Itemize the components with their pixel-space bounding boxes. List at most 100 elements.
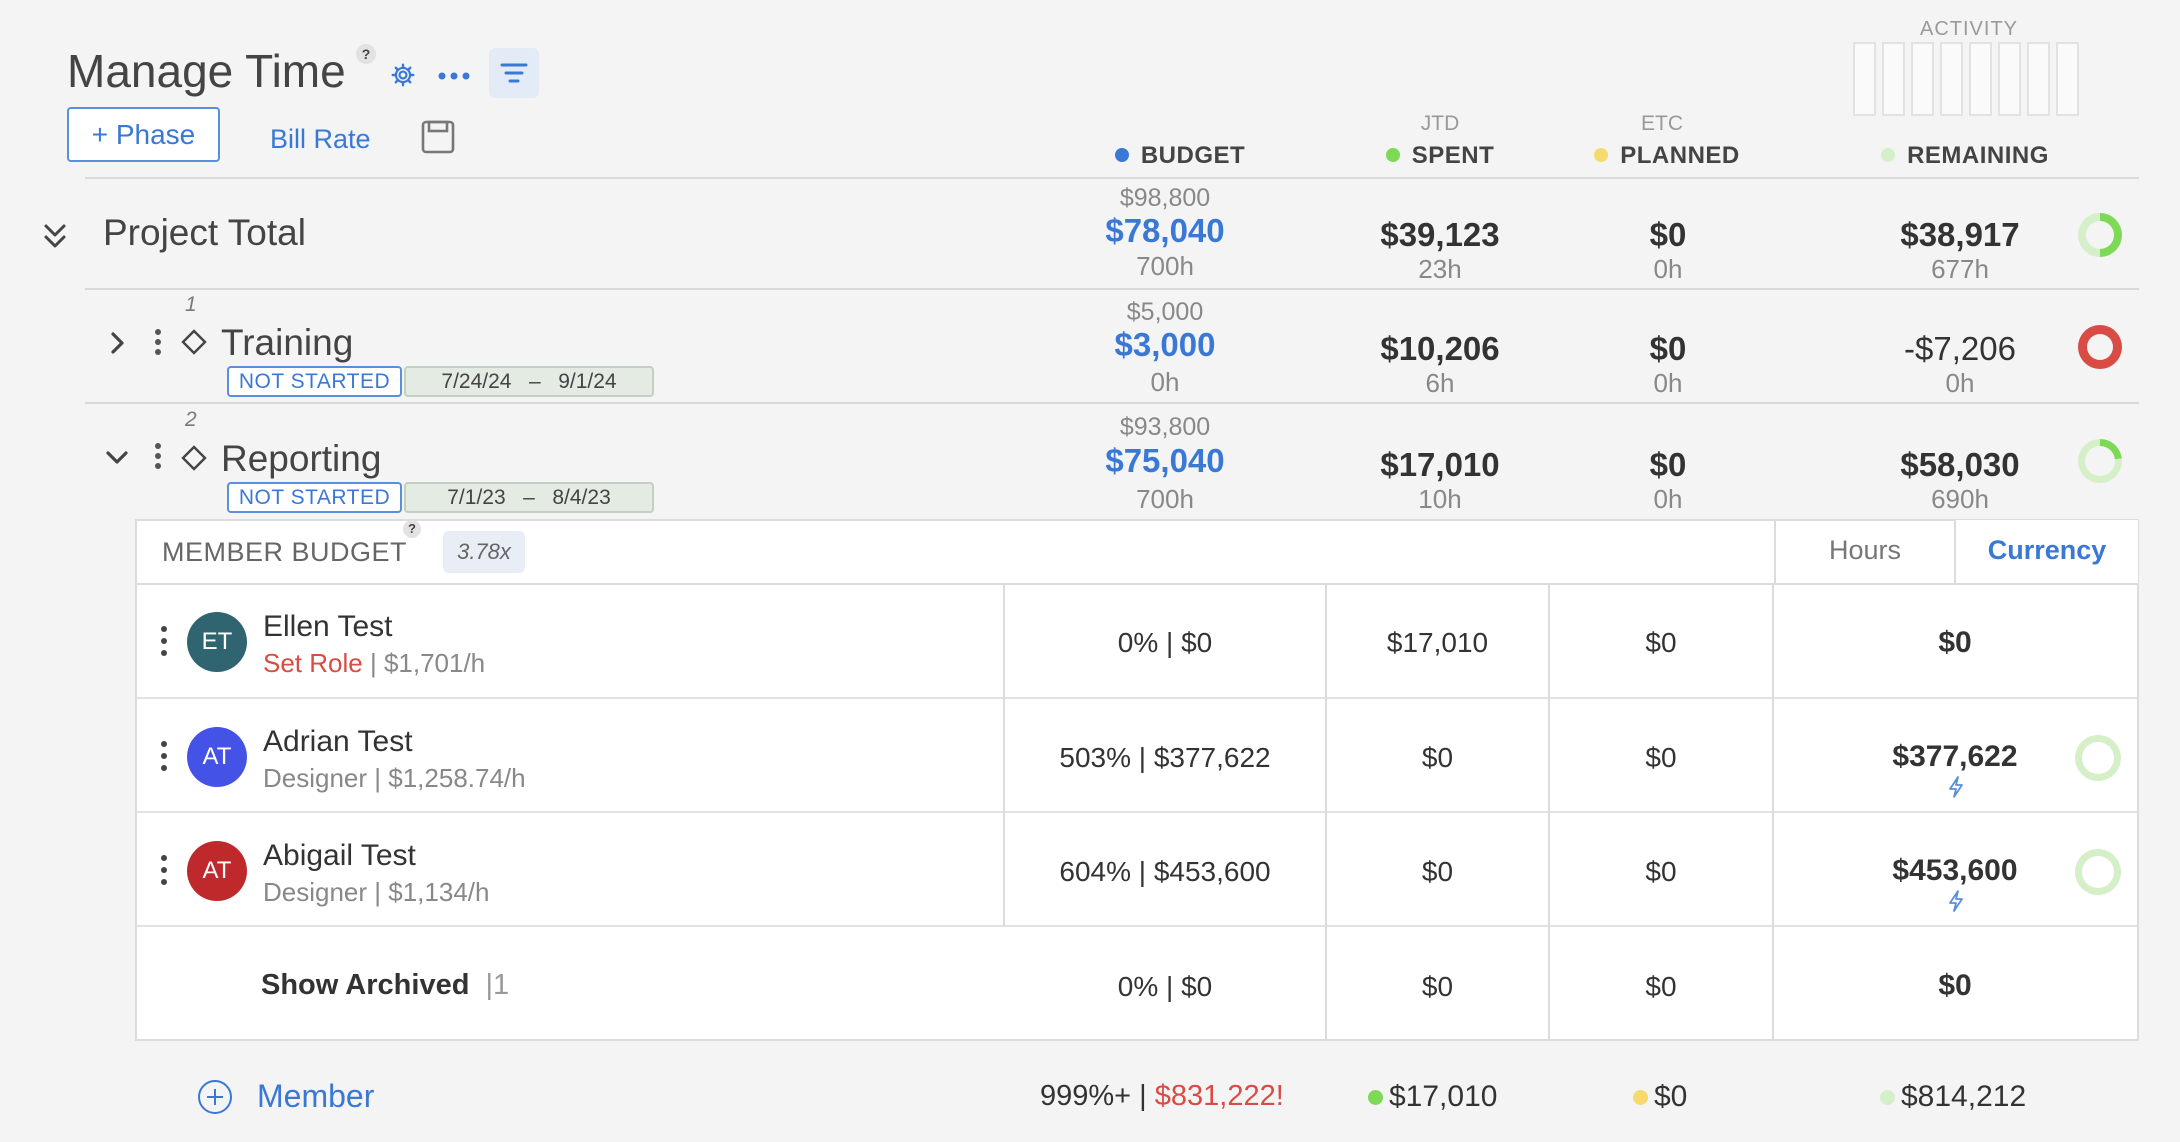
collapse-all-icon[interactable] — [40, 222, 70, 255]
lightning-icon — [1946, 889, 1966, 918]
archived-remaining-value: $0 — [1938, 969, 1972, 1002]
add-member-button[interactable]: Member — [257, 1078, 375, 1114]
spent-value: $17,010 — [1380, 446, 1500, 483]
remaining-value: -$7,206 — [1904, 330, 2016, 367]
activity-label: ACTIVITY — [1920, 18, 2019, 40]
remaining-hours: 690h — [1931, 484, 1989, 514]
member-role: Set Role | $1,701/h — [263, 648, 486, 678]
member-spent-value: $0 — [1421, 742, 1454, 773]
date-separator: – — [529, 370, 541, 393]
member-role: Designer | $1,258.74/h — [263, 763, 526, 793]
activity-bar — [1853, 42, 1876, 116]
member-spent-value: $0 — [1421, 856, 1454, 887]
lightning-icon — [1946, 775, 1966, 804]
status-badge[interactable]: NOT STARTED — [227, 366, 402, 397]
member-planned-value: $0 — [1645, 627, 1677, 658]
filter-button[interactable] — [489, 48, 539, 98]
budget-original: $93,800 — [1119, 413, 1211, 441]
currency-toggle[interactable]: Currency — [1956, 520, 2138, 583]
phase-index: 2 — [185, 408, 197, 431]
remaining-value: $38,917 — [1900, 216, 2020, 253]
kebab-menu-icon[interactable] — [157, 624, 171, 663]
remaining-hours: 677h — [1931, 254, 1989, 284]
show-archived-toggle[interactable]: Show Archived |1 — [261, 969, 510, 1001]
activity-bar — [1969, 42, 1992, 116]
budget-value[interactable]: $3,000 — [1114, 326, 1216, 363]
multiplier-badge: 3.78x — [443, 531, 525, 573]
kebab-menu-icon[interactable] — [157, 739, 171, 778]
archived-spent-value: $0 — [1421, 971, 1454, 1002]
phase-index: 1 — [185, 293, 197, 316]
member-name[interactable]: Ellen Test — [263, 610, 393, 643]
phase-name[interactable]: Training — [221, 322, 354, 363]
spent-hours: 6h — [1425, 368, 1455, 398]
spent-dot — [1385, 148, 1400, 162]
kebab-menu-icon[interactable] — [157, 853, 171, 892]
planned-value: $0 — [1649, 216, 1687, 253]
gear-icon[interactable] — [390, 62, 416, 93]
planned-hours: 0h — [1653, 484, 1683, 514]
add-member-icon[interactable] — [197, 1079, 233, 1120]
kebab-menu-icon[interactable] — [150, 327, 166, 364]
more-options-icon[interactable] — [436, 61, 472, 96]
remaining-column-header: REMAINING — [1850, 142, 2080, 170]
footer-remaining-total: $814,212 — [1880, 1080, 2026, 1114]
remaining-donut — [2075, 735, 2121, 781]
member-remaining-value: $453,600 — [1892, 854, 2018, 887]
budget-value[interactable]: $78,040 — [1105, 212, 1225, 249]
activity-bar — [2027, 42, 2050, 116]
phase-diamond-icon — [180, 328, 208, 361]
budget-original: $98,800 — [1119, 184, 1211, 212]
member-budget-panel — [135, 519, 2139, 1041]
member-name[interactable]: Adrian Test — [263, 725, 413, 758]
avatar: AT — [187, 841, 247, 901]
date-start: 7/24/24 — [441, 370, 512, 393]
bill-rate-link[interactable]: Bill Rate — [270, 124, 371, 154]
jtd-subheader: JTD — [1420, 112, 1460, 135]
member-name[interactable]: Abigail Test — [263, 839, 416, 872]
member-budget-label: MEMBER BUDGET — [162, 537, 408, 567]
budget-hours: 700h — [1136, 484, 1194, 514]
budget-value[interactable]: $75,040 — [1105, 442, 1225, 479]
expand-chevron-icon[interactable] — [108, 330, 128, 361]
remaining-donut — [2078, 213, 2122, 257]
remaining-dot — [1881, 148, 1896, 162]
help-icon[interactable]: ? — [356, 44, 376, 64]
set-role-link[interactable]: Set Role — [263, 648, 363, 678]
hours-toggle[interactable]: Hours — [1774, 520, 1956, 583]
page-title: Manage Time — [67, 45, 346, 97]
member-planned-value: $0 — [1645, 856, 1677, 887]
remaining-hours: 0h — [1945, 368, 1975, 398]
activity-bar — [1911, 42, 1934, 116]
planned-value: $0 — [1649, 330, 1687, 367]
activity-bar — [1882, 42, 1905, 116]
add-phase-button[interactable]: + Phase — [67, 107, 220, 162]
activity-bar — [1998, 42, 2021, 116]
date-range-badge[interactable]: 7/1/23 – 8/4/23 — [404, 482, 654, 513]
avatar: AT — [187, 727, 247, 787]
remaining-donut — [2078, 439, 2122, 483]
project-total-label: Project Total — [103, 212, 306, 253]
member-budget-value[interactable]: 503% | $377,622 — [1059, 742, 1271, 773]
date-separator: – — [523, 486, 535, 509]
planned-value: $0 — [1649, 446, 1687, 483]
date-end: 9/1/24 — [558, 370, 617, 393]
spent-column-header: SPENT — [1340, 142, 1540, 170]
avatar: ET — [187, 612, 247, 672]
help-icon[interactable]: ? — [403, 520, 421, 538]
date-start: 7/1/23 — [447, 486, 506, 509]
spent-hours: 10h — [1418, 484, 1462, 514]
member-budget-value[interactable]: 0% | $0 — [1117, 627, 1213, 658]
spent-value: $39,123 — [1380, 216, 1500, 253]
save-icon[interactable] — [420, 119, 456, 160]
budget-column-header: BUDGET — [1050, 142, 1310, 170]
phase-diamond-icon — [180, 444, 208, 477]
member-budget-value[interactable]: 604% | $453,600 — [1059, 856, 1271, 887]
date-range-badge[interactable]: 7/24/24 – 9/1/24 — [404, 366, 654, 397]
spent-value: $10,206 — [1380, 330, 1500, 367]
phase-name[interactable]: Reporting — [221, 438, 382, 479]
status-badge[interactable]: NOT STARTED — [227, 482, 402, 513]
collapse-chevron-icon[interactable] — [104, 448, 130, 473]
etc-subheader: ETC — [1641, 112, 1683, 135]
kebab-menu-icon[interactable] — [150, 441, 166, 478]
